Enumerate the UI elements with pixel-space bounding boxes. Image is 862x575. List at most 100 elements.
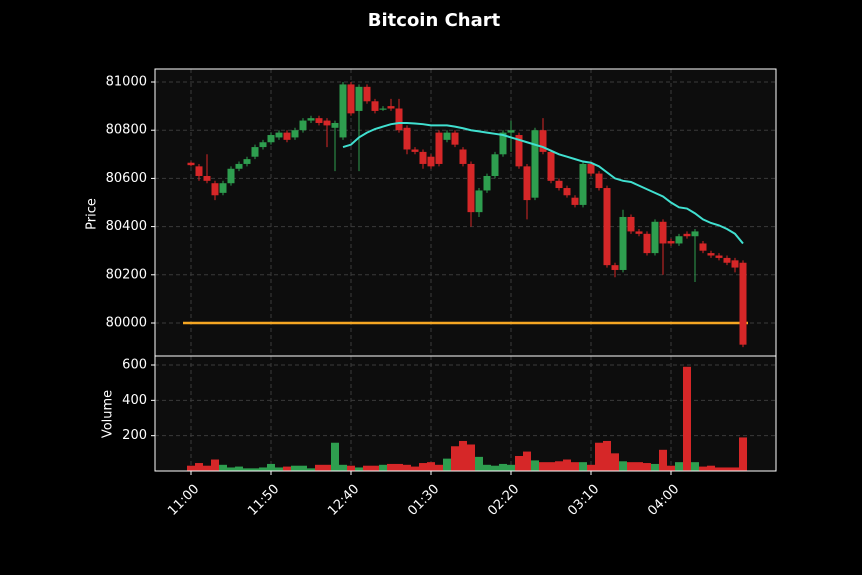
candle-body — [667, 241, 675, 244]
candle-body — [627, 216, 635, 232]
volume-bar — [571, 462, 579, 471]
candle-body — [619, 216, 627, 270]
candle-body — [691, 231, 699, 237]
volume-bar — [691, 462, 699, 471]
candle-body — [579, 163, 587, 205]
candle-body — [275, 132, 283, 138]
volume-bar — [483, 464, 491, 471]
volume-bar — [299, 465, 307, 471]
x-tick-label: 04:00 — [645, 482, 682, 519]
volume-bar — [355, 467, 363, 471]
candle-body — [395, 108, 403, 131]
volume-bar — [555, 461, 563, 471]
candle-body — [595, 173, 603, 189]
x-tick-label: 12:40 — [325, 482, 362, 519]
candle-body — [435, 132, 443, 164]
candle-body — [291, 130, 299, 138]
candle-body — [379, 108, 387, 110]
y-tick-label: 200 — [122, 428, 147, 443]
y-axis-label: Price — [85, 198, 100, 230]
candle-body — [611, 265, 619, 270]
candle-body — [715, 255, 723, 258]
candle-body — [539, 130, 547, 152]
volume-bar — [243, 468, 251, 471]
volume-bar — [347, 465, 355, 471]
candle-body — [659, 221, 667, 244]
candle-body — [219, 183, 227, 193]
candle-body — [251, 147, 259, 157]
candle-body — [683, 233, 691, 237]
volume-bar — [579, 462, 587, 471]
candle-body — [235, 163, 243, 169]
volume-bar — [187, 465, 195, 471]
candle-body — [187, 162, 195, 166]
volume-bar — [723, 467, 731, 471]
volume-bar — [219, 464, 227, 471]
candle-body — [443, 132, 451, 140]
volume-bar — [531, 460, 539, 471]
volume-bar — [283, 466, 291, 471]
volume-bar — [403, 464, 411, 471]
volume-bar — [339, 464, 347, 471]
candle-body — [331, 122, 339, 128]
volume-frame — [154, 355, 777, 472]
volume-bar — [595, 442, 603, 471]
candle-body — [515, 135, 523, 167]
volume-bar — [435, 464, 443, 471]
volume-bar — [635, 462, 643, 471]
y-tick-label: 400 — [122, 393, 147, 408]
candle-body — [587, 163, 595, 174]
y-axis-label: Volume — [101, 390, 116, 438]
candle-body — [419, 151, 427, 164]
volume-bar — [475, 456, 483, 471]
candle-body — [555, 180, 563, 189]
volume-bar — [699, 466, 707, 471]
candle-body — [259, 142, 267, 148]
volume-bar — [707, 465, 715, 471]
candle-body — [371, 101, 379, 111]
candle-body — [523, 166, 531, 201]
volume-bar — [499, 463, 507, 471]
candle-body — [451, 132, 459, 145]
volume-bar — [739, 437, 747, 471]
price-panel — [155, 69, 776, 356]
volume-bar — [307, 468, 315, 471]
candle-body — [475, 190, 483, 213]
candle-body — [203, 175, 211, 181]
volume-bar — [611, 453, 619, 471]
x-tick-label: 01:30 — [405, 482, 442, 519]
candle-body — [603, 188, 611, 266]
volume-bar — [227, 467, 235, 471]
candle-body — [531, 130, 539, 198]
volume-bar — [315, 464, 323, 471]
candle-body — [731, 260, 739, 268]
candle-body — [459, 149, 467, 164]
y-tick-label: 80600 — [106, 171, 147, 186]
volume-bar — [659, 449, 667, 471]
candle-body — [355, 86, 363, 111]
volume-bar — [491, 465, 499, 471]
volume-bar — [363, 465, 371, 471]
volume-bar — [395, 463, 403, 471]
volume-bar — [619, 461, 627, 471]
x-tick-label: 11:50 — [245, 482, 282, 519]
candle-body — [499, 132, 507, 155]
volume-bar — [563, 459, 571, 471]
candle-body — [403, 127, 411, 150]
volume-bar — [291, 465, 299, 471]
volume-bar — [235, 466, 243, 471]
volume-bar — [467, 444, 475, 471]
volume-bar — [259, 467, 267, 471]
volume-bar — [715, 467, 723, 471]
x-tick-label: 03:10 — [565, 482, 602, 519]
volume-bar — [371, 465, 379, 471]
candle-body — [315, 118, 323, 123]
volume-bar — [195, 463, 203, 471]
moving-average — [342, 121, 744, 245]
candle-body — [211, 183, 219, 196]
volume-bar — [419, 463, 427, 471]
candle-body — [347, 84, 355, 114]
candle-body — [299, 120, 307, 131]
